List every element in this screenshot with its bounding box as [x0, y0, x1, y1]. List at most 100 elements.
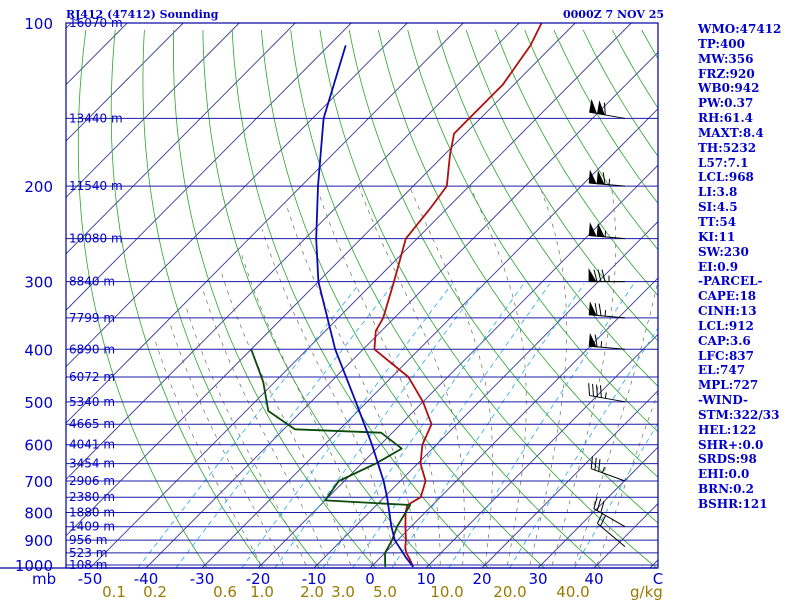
barb-flag [597, 269, 602, 282]
pressure-tick-label: 500 [24, 394, 53, 412]
barb-flag [588, 383, 591, 396]
index-row: CINH:13 [698, 304, 757, 319]
barb-pennant [588, 301, 597, 316]
barb-half-flag [600, 341, 603, 348]
barb-flag [594, 303, 598, 316]
index-row: FRZ:920 [698, 66, 755, 81]
isotherm-line [66, 23, 464, 424]
index-row: KI:11 [698, 229, 736, 244]
height-label: 5340 m [69, 395, 115, 409]
sounding-profiles [250, 23, 543, 568]
height-label: 6890 m [69, 342, 115, 356]
isotherm-line [481, 390, 658, 568]
index-row: LCL:968 [698, 170, 754, 185]
wind-barb [588, 268, 625, 283]
index-row: MW:356 [698, 51, 754, 66]
barb-flag [600, 514, 607, 527]
temperature-tick-label: -30 [190, 570, 215, 588]
dry-adiabat [465, 29, 658, 342]
dry-adiabat [77, 29, 208, 568]
parcel-profile [315, 45, 414, 568]
index-row: TT:54 [698, 214, 737, 229]
dry-adiabat [231, 29, 489, 568]
plot-frame [65, 22, 659, 569]
barb-flag [593, 496, 598, 509]
height-label: 4665 m [69, 417, 115, 431]
temperature-unit-label: C [653, 570, 663, 588]
moist-adiabat [153, 337, 262, 566]
pressure-tick-label: 900 [24, 532, 53, 550]
pressure-tick-label: 300 [24, 274, 53, 292]
height-label: 4041 m [69, 438, 115, 452]
index-row: L57:7.1 [698, 155, 749, 170]
mixing-ratio-line [352, 283, 550, 568]
wind-barb [588, 332, 626, 350]
index-row: BSHR:121 [698, 497, 768, 511]
index-row: SHR+:0.0 [698, 437, 764, 452]
barb-flag [598, 303, 602, 316]
barb-pennant [596, 100, 605, 116]
barb-pennant [589, 98, 598, 114]
barb-pennant [588, 222, 597, 237]
dewpoint-profile [250, 348, 412, 567]
isotherm-line [66, 23, 520, 481]
isotherm-line [313, 220, 658, 568]
mixing-ratio-label: 10.0 [430, 583, 463, 600]
index-row: CAP:3.6 [698, 333, 751, 348]
barb-pennant [588, 332, 597, 348]
index-row: HEL:122 [698, 422, 757, 437]
dry-adiabat [110, 29, 264, 568]
barb-pennant [596, 222, 605, 238]
index-row: SW:230 [698, 244, 749, 259]
pressure-tick-label: 800 [24, 504, 53, 522]
pressure-tick-label: 100 [24, 15, 53, 33]
barb-staff [591, 468, 626, 482]
dry-adiabat [495, 29, 658, 297]
mixing-ratio-label: 40.0 [556, 583, 589, 600]
mixing-ratio-line [322, 283, 524, 568]
index-row: TH:5232 [698, 140, 757, 155]
barb-flag [592, 383, 594, 397]
wind-barb [588, 222, 626, 240]
dry-adiabat [142, 29, 320, 568]
height-label: 1880 m [69, 505, 115, 519]
wind-barb [590, 456, 626, 482]
height-label: 956 m [69, 533, 107, 547]
mixing-ratio-line [175, 283, 394, 568]
mixing-ratio-label: 0.1 [102, 583, 126, 600]
moist-adiabat [285, 203, 419, 566]
index-row: MPL:727 [698, 378, 759, 393]
mixing-ratio-label: 3.0 [331, 583, 355, 600]
barb-flag [596, 512, 604, 524]
isotherm-line [145, 51, 658, 568]
index-row: EI:0.9 [698, 259, 739, 274]
barb-pennant [588, 169, 597, 185]
temperature-tick-label: 30 [528, 570, 547, 588]
index-row: STM:322/33 [698, 407, 780, 422]
axis-labels: 16070 m 13440 m 11540 m 10080 m 8840 m 7799 m… [15, 15, 663, 600]
height-label: 2906 m [69, 474, 115, 488]
isotherm-line [66, 23, 408, 368]
index-row: EHI:0.0 [698, 467, 750, 482]
isotherm-line [66, 23, 576, 537]
temperature-profile [373, 23, 543, 568]
height-label: 3454 m [69, 457, 115, 471]
height-label: 13440 m [69, 111, 123, 125]
height-label: 2380 m [69, 490, 115, 504]
height-label: 11540 m [69, 179, 123, 193]
mixing-ratio-line [241, 283, 453, 568]
barb-pennant [588, 268, 597, 282]
mixing-ratio-label: 5.0 [373, 583, 397, 600]
dry-adiabat [524, 29, 658, 251]
index-row: BRN:0.2 [698, 482, 754, 497]
moist-adiabat [240, 252, 374, 566]
index-row: -PARCEL- [698, 274, 763, 289]
dry-adiabat [290, 29, 601, 568]
index-row: SRDS:98 [698, 452, 757, 467]
index-row: SI:4.5 [698, 200, 738, 215]
dry-adiabat [407, 29, 658, 433]
dry-adiabat [172, 29, 376, 568]
mixing-ratio-line [137, 283, 360, 568]
mixing-ratio-label: 2.0 [300, 583, 324, 600]
